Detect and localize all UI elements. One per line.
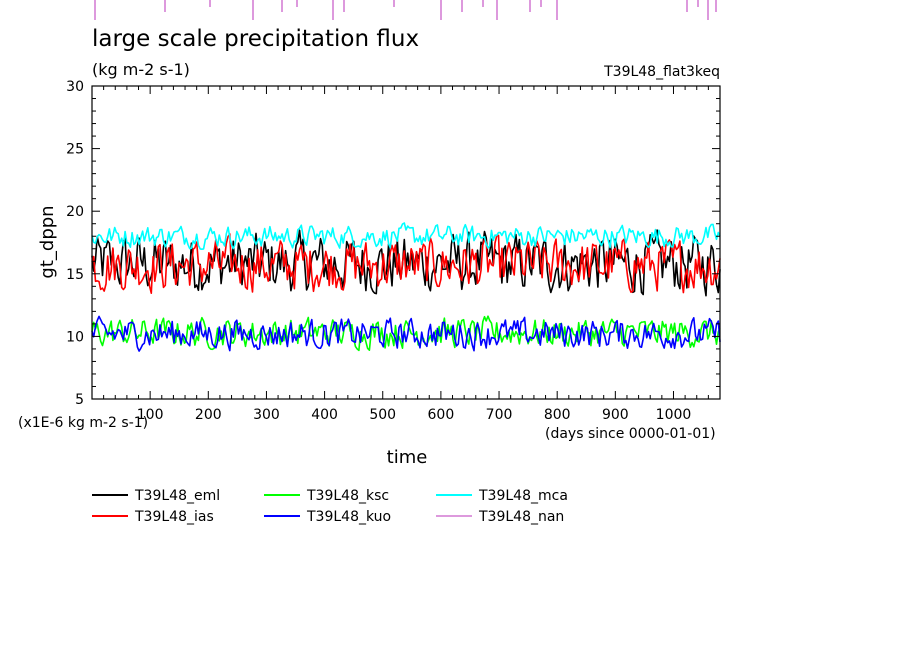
axis-ticks <box>92 86 720 399</box>
legend-label: T39L48_ksc <box>306 488 389 504</box>
y-tick-label: 20 <box>66 204 84 220</box>
x-tick-label: 500 <box>369 407 396 423</box>
x-tick-label: 300 <box>253 407 280 423</box>
x-tick-label: 200 <box>195 407 222 423</box>
series-line-T39L48_ias <box>91 233 721 295</box>
series-line-T39L48_ksc <box>91 315 721 352</box>
legend-label: T39L48_eml <box>134 488 220 504</box>
legend: T39L48_eml T39L48_ias T39L48_ksc T39L48_kuo… <box>92 488 568 525</box>
legend-label: T39L48_ias <box>134 509 214 525</box>
x-tick-label: 400 <box>311 407 338 423</box>
x-tick-label: 900 <box>602 407 629 423</box>
x-tick-label: 600 <box>428 407 455 423</box>
x-tick-label: 800 <box>544 407 571 423</box>
nan-series-marks <box>94 0 717 20</box>
series-line-T39L48_kuo <box>91 315 721 352</box>
legend-label: T39L48_mca <box>478 488 568 504</box>
y-tick-label: 15 <box>66 267 84 283</box>
y-tick-label: 30 <box>66 79 84 95</box>
series-lines <box>91 222 721 352</box>
x-tick-label: 700 <box>486 407 513 423</box>
legend-label: T39L48_nan <box>478 509 564 525</box>
y-tick-label: 5 <box>75 392 84 408</box>
x-unit-note: (days since 0000-01-01) <box>545 426 716 442</box>
y-tick-label: 25 <box>66 142 84 158</box>
legend-label: T39L48_kuo <box>306 509 391 525</box>
x-axis-title: time <box>387 447 428 468</box>
x-tick-label: 1000 <box>656 407 692 423</box>
series-line-T39L48_mca <box>91 222 721 250</box>
experiment-label: T39L48_flat3keq <box>603 64 720 80</box>
y-axis-title: gt_dppn <box>37 205 58 278</box>
y-tick-label: 10 <box>66 329 84 345</box>
chart-units: (kg m-2 s-1) <box>92 60 190 79</box>
axis-tick-labels: 100 200 300 400 500 600 700 800 900 1000 5 10 15 20 25… <box>66 79 691 423</box>
x-tick-label: 100 <box>137 407 164 423</box>
y-scale-note: (x1E-6 kg m-2 s-1) <box>18 415 148 431</box>
chart-title: large scale precipitation flux <box>92 26 419 52</box>
